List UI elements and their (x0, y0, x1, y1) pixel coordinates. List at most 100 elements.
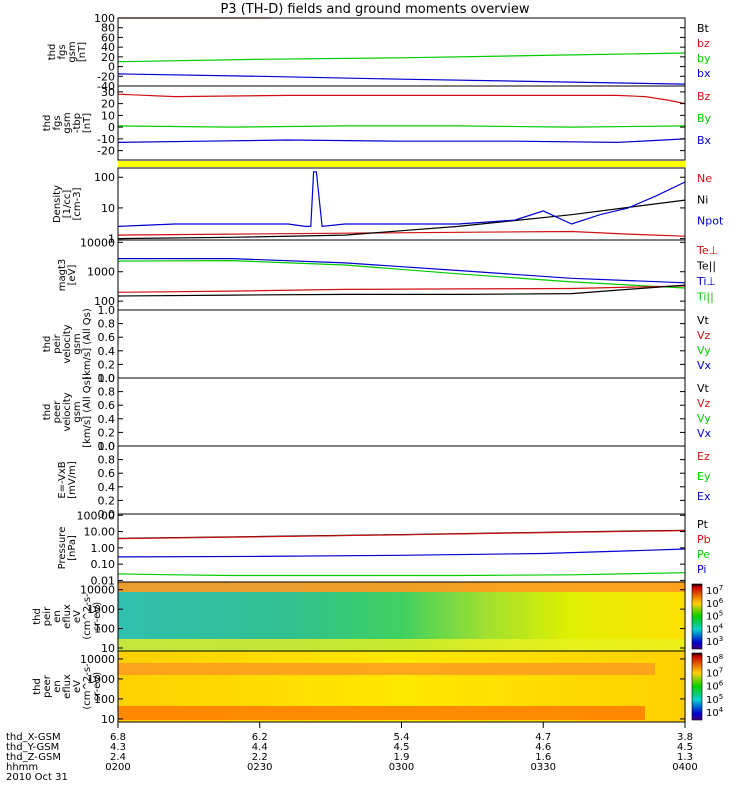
series-Ti|| (117, 259, 686, 289)
colorbar-label: 106 (706, 680, 724, 693)
x-axis-value: 0300 (389, 762, 414, 773)
y-tick-label: 0.4 (98, 345, 116, 358)
y-axis-label: (cm^2-s- (82, 593, 93, 640)
legend-Bt: Bt (697, 22, 710, 35)
y-tick-label: 40 (101, 41, 115, 54)
y-tick-label: 100 (94, 693, 115, 706)
colorbar (691, 583, 703, 650)
y-tick-label: 0.4 (98, 413, 116, 426)
x-axis-value: 1.3 (677, 752, 693, 763)
y-axis-label: thd (42, 404, 53, 421)
y-axis-label: eflux (62, 674, 73, 699)
y-axis-label: sr-eV) (92, 602, 103, 631)
y-axis-label: peer (42, 674, 53, 698)
y-axis-label: [mV/m] (67, 461, 78, 499)
series-Npot (117, 171, 686, 228)
legend-Vt: Vt (697, 314, 710, 327)
panel-pressure: 100.00 10.00 1.00 0.10 0.01 Pressure [nPa] Pt Pb… (57, 509, 711, 587)
y-tick-label: 80 (101, 22, 115, 35)
x-axis-value: 2.4 (110, 752, 126, 763)
series-Te|| (117, 284, 686, 297)
legend-Te⊥: Te⊥ (696, 244, 718, 257)
y-axis-label: [nT] (77, 42, 88, 62)
y-tick-label: 0.6 (98, 467, 116, 480)
x-axis-row-label: thd_Y-GSM (6, 742, 59, 753)
y-axis-label: en (52, 680, 63, 693)
y-axis-label: peer (52, 400, 63, 424)
x-axis-value: 0200 (105, 762, 130, 773)
y-tick-label: 1000 (87, 266, 115, 279)
colorbar-label: 107 (706, 584, 723, 597)
legend-By: By (697, 112, 712, 125)
legend-Ni: Ni (697, 193, 708, 206)
y-tick-label: -20 (97, 145, 115, 158)
legend-Ne: Ne (697, 172, 712, 185)
colorbar-label: 106 (706, 597, 724, 610)
legend-by: by (697, 52, 711, 65)
y-tick-label: 10000 (80, 584, 115, 597)
y-axis-label: Pressure (57, 527, 68, 570)
y-axis-label: gsm (62, 112, 73, 133)
y-tick-label: 10.00 (84, 526, 116, 539)
legend-Ex: Ex (697, 490, 711, 503)
y-axis-label: peir (42, 606, 53, 626)
panel-frame (117, 167, 686, 241)
y-tick-label: 1.00 (91, 542, 116, 555)
colorbar-label: 104 (706, 622, 724, 635)
x-axis-value: 0230 (247, 762, 272, 773)
y-axis-label: sr-eV) (92, 672, 103, 701)
x-axis-value: 4.4 (252, 742, 268, 753)
y-axis-label: [nPa] (67, 535, 78, 561)
x-axis-value: 6.2 (252, 732, 268, 743)
figure-title: P3 (TH-D) fields and ground moments over… (220, 2, 529, 17)
x-axis-value: 4.5 (677, 742, 693, 753)
panel-density: 100 10 1 Density [1/cc] [cm-3] Ne Ni Npot (52, 167, 724, 246)
y-tick-label: 20 (101, 98, 115, 111)
x-axis-value: 4.5 (394, 742, 410, 753)
legend-Pe: Pe (697, 548, 710, 561)
y-tick-label: 0.10 (91, 558, 116, 571)
spectrogram-low-band (118, 639, 685, 651)
time-axis: thd_X-GSM 6.8 6.2 5.4 4.7 3.8 thd_Y-GSM 4.3 4.4 4… (6, 722, 698, 783)
y-axis-label: thd (42, 336, 53, 353)
legend-Vx: Vx (697, 427, 712, 440)
legend-Bz: Bz (697, 90, 711, 103)
colorbar-label: 105 (706, 693, 723, 706)
y-axis-label: fgs (52, 115, 63, 130)
y-tick-label: 0.0 (98, 440, 116, 453)
spectrogram-high-band (118, 663, 655, 675)
panel-frame (117, 239, 686, 311)
y-tick-label: 30 (101, 86, 115, 99)
y-axis-label: thd (32, 678, 43, 695)
y-axis-label: velocity (62, 392, 73, 431)
colorbar-label: 103 (706, 635, 723, 648)
y-axis-label: [cm-3] (72, 187, 83, 220)
y-axis-label: thd (42, 115, 53, 132)
y-tick-label: 100 (94, 295, 115, 308)
y-tick-label: 0.0 (98, 508, 116, 521)
y-axis-label: gsm (72, 401, 83, 422)
series-Ni (117, 199, 686, 240)
y-axis-label: gsm (72, 333, 83, 354)
x-axis-row-label: hhmm (6, 762, 38, 773)
legend-Vy: Vy (697, 344, 711, 357)
y-axis-label: [km/s] (All Qs) (82, 376, 93, 448)
y-tick-label: 0.2 (98, 494, 116, 507)
x-axis-value: 5.4 (394, 732, 410, 743)
series-by (117, 52, 686, 63)
y-tick-label: 1.0 (98, 304, 116, 317)
colorbar (691, 652, 703, 721)
x-axis-value: 4.7 (535, 732, 551, 743)
series-Bz (117, 93, 686, 105)
panel-frame (117, 309, 686, 379)
y-axis-label: -tbp (72, 113, 83, 133)
series-Te⊥ (117, 285, 686, 293)
y-tick-label: 0.0 (98, 372, 116, 385)
y-tick-label: 0.8 (98, 454, 116, 467)
series-Pi (117, 548, 686, 558)
y-tick-label: 0.8 (98, 386, 116, 399)
